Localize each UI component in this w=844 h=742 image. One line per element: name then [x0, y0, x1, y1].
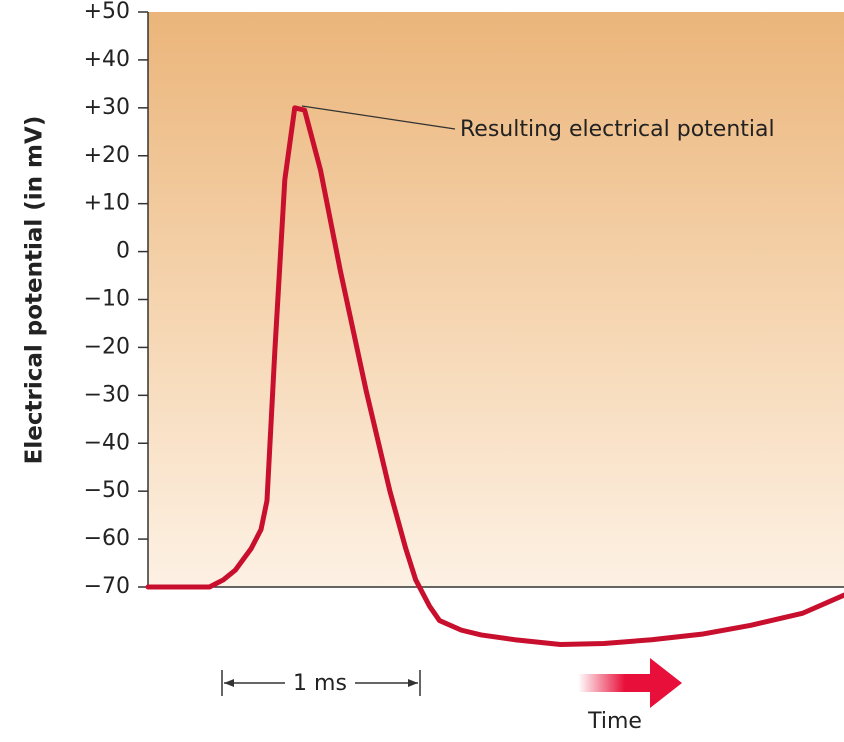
- y-tick-label: −10: [84, 287, 130, 312]
- y-tick-label: +10: [84, 191, 130, 216]
- y-tick-label: −20: [84, 334, 130, 359]
- y-tick-label: −70: [84, 574, 130, 599]
- y-tick-label: −60: [84, 526, 130, 551]
- y-tick-label: −40: [84, 430, 130, 455]
- y-tick-label: 0: [116, 239, 130, 264]
- potential-curve: [145, 105, 844, 647]
- y-axis-label: Electrical potential (in mV): [22, 116, 48, 465]
- scale-label: 1 ms: [293, 671, 347, 696]
- y-tick-label: +20: [84, 143, 130, 168]
- annotation: Resulting electrical potential: [460, 117, 775, 142]
- y-tick-label: +30: [84, 95, 130, 120]
- plot-background: [148, 12, 844, 587]
- y-tick-label: +50: [84, 0, 130, 24]
- y-tick-label: +40: [84, 47, 130, 72]
- scale-bar-arrowhead: [224, 679, 234, 687]
- y-tick-label: −50: [84, 478, 130, 503]
- x-axis-label: Time: [587, 709, 642, 734]
- scale-bar: [221, 670, 421, 696]
- time-arrow: [578, 658, 682, 708]
- y-tick-label: −30: [84, 382, 130, 407]
- annotation-leader: [301, 105, 456, 130]
- scale-bar-arrowhead: [408, 679, 418, 687]
